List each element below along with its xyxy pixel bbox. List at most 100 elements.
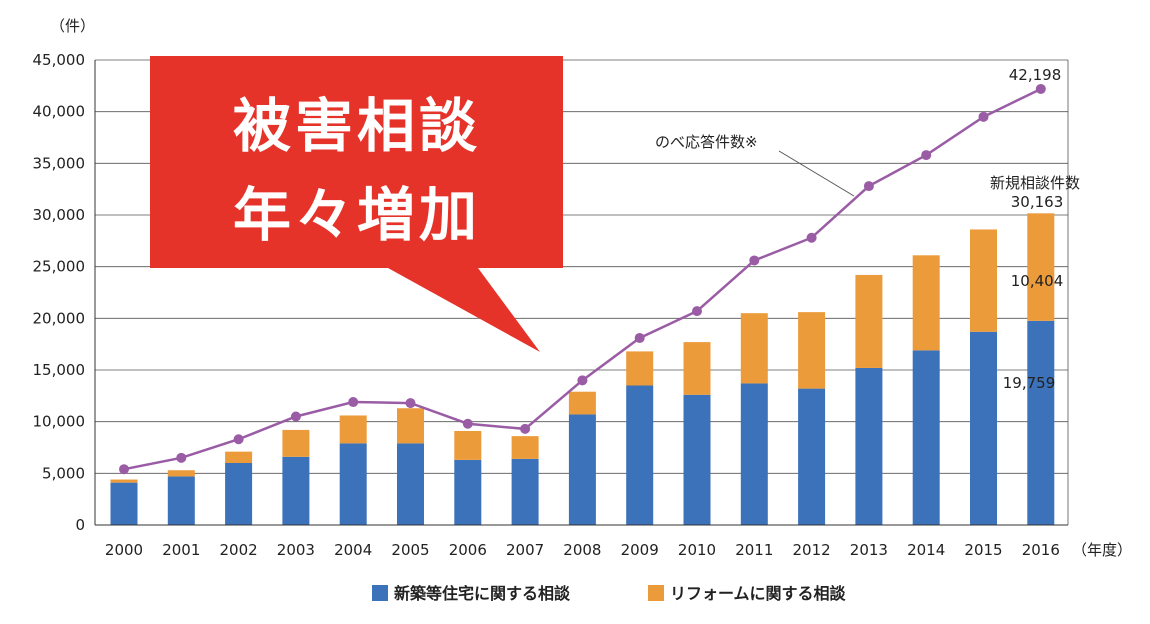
x-tick-label: 2008: [563, 541, 601, 559]
line-series-label: のべ応答件数※: [655, 133, 758, 151]
bar-reform: [626, 351, 654, 386]
bar-new-housing: [339, 443, 367, 525]
x-tick-label: 2009: [621, 541, 659, 559]
axes: 0 5,000 10,000 15,000 20,000 25,000 30,000 35,0…: [33, 51, 1069, 559]
line-point: [462, 418, 473, 429]
line-last-value-label: 42,198: [1009, 66, 1062, 84]
bar-new-housing: [683, 394, 711, 525]
line-point: [634, 332, 645, 343]
bar-reform: [339, 415, 367, 444]
x-tick-label: 2004: [334, 541, 372, 559]
y-tick-label: 40,000: [33, 103, 86, 121]
line-point: [1035, 83, 1046, 94]
legend-label-new-housing: 新築等住宅に関する相談: [394, 584, 571, 603]
x-tick-label: 2012: [793, 541, 831, 559]
callout-bubble: 被害相談 年々増加: [150, 56, 563, 352]
x-tick-label: 2005: [391, 541, 429, 559]
line-point: [176, 452, 187, 463]
x-tick-label: 2015: [964, 541, 1002, 559]
bar-reform: [225, 451, 253, 463]
bar-new-housing: [855, 367, 883, 525]
bar-reform: [683, 342, 711, 395]
x-unit-label: （年度）: [1072, 541, 1132, 559]
bar-new-housing: [798, 388, 826, 525]
total-value-label: 30,163: [1011, 193, 1064, 211]
y-tick-label: 30,000: [33, 206, 86, 224]
bar-new-housing: [167, 476, 195, 525]
line-point: [863, 181, 874, 192]
bar-reform: [167, 470, 195, 477]
x-tick-label: 2014: [907, 541, 945, 559]
line-point: [348, 397, 359, 408]
x-tick-label: 2006: [449, 541, 487, 559]
orange-last-value-label: 10,404: [1011, 272, 1064, 290]
y-tick-label: 10,000: [33, 413, 86, 431]
bar-reform: [110, 479, 138, 483]
y-tick-label: 45,000: [33, 51, 86, 69]
bar-new-housing: [454, 459, 482, 525]
y-tick-label: 35,000: [33, 154, 86, 172]
line-series: [119, 83, 1046, 475]
line-point: [119, 464, 129, 475]
bar-new-housing: [282, 456, 310, 525]
x-tick-label: 2007: [506, 541, 544, 559]
bar-reform: [798, 312, 826, 389]
bar-reform: [740, 313, 768, 384]
blue-last-value-label: 19,759: [1003, 374, 1056, 392]
bar-new-housing: [970, 331, 997, 525]
x-tick-label: 2002: [220, 541, 258, 559]
legend-label-reform: リフォームに関する相談: [670, 584, 847, 603]
line-point: [692, 306, 702, 317]
line-point: [978, 111, 989, 122]
legend-swatch-new-housing: [372, 585, 388, 601]
line-point: [405, 398, 416, 409]
line-point: [921, 150, 932, 161]
x-tick-label: 2001: [162, 541, 200, 559]
bar-new-housing: [397, 443, 424, 525]
x-tick-label: 2000: [105, 541, 143, 559]
x-tick-label: 2011: [735, 541, 773, 559]
bar-reform: [855, 274, 883, 368]
line-point: [806, 232, 817, 243]
x-tick-label: 2013: [850, 541, 888, 559]
callout-line2: 年々増加: [233, 181, 481, 249]
bar-new-housing: [568, 414, 596, 525]
bar-reform: [282, 429, 310, 457]
bar-reform: [454, 430, 482, 460]
y-tick-label: 0: [75, 516, 85, 534]
bar-new-housing: [912, 350, 940, 525]
x-tick-label: 2016: [1022, 541, 1060, 559]
bar-new-housing: [110, 482, 138, 525]
bar-reform: [397, 408, 424, 444]
callout-shape: [150, 56, 563, 352]
bar-new-housing: [511, 458, 539, 525]
bar-new-housing: [1027, 320, 1055, 525]
bar-new-housing: [740, 383, 768, 525]
line-point: [577, 375, 588, 386]
x-tick-label: 2003: [277, 541, 315, 559]
line-label-leader: [778, 150, 855, 197]
bar-new-housing: [626, 385, 654, 525]
bar-reform: [511, 436, 539, 459]
y-tick-label: 20,000: [33, 309, 86, 327]
bar-new-housing: [225, 463, 253, 525]
y-tick-label: 25,000: [33, 258, 86, 276]
bar-reform: [568, 391, 596, 415]
total-series-label: 新規相談件数: [990, 174, 1080, 192]
bars: [110, 213, 1055, 525]
line-point: [233, 434, 244, 445]
bar-reform: [970, 229, 997, 332]
line-point: [520, 423, 531, 434]
line-point: [749, 255, 760, 266]
callout-line1: 被害相談: [233, 92, 481, 160]
y-tick-label: 15,000: [33, 361, 86, 379]
bar-reform: [912, 255, 940, 351]
legend-swatch-reform: [648, 585, 664, 601]
bar-reform: [1027, 213, 1055, 321]
legend: 新築等住宅に関する相談 リフォームに関する相談: [372, 584, 847, 603]
line-point: [290, 411, 301, 422]
y-unit-label: （件）: [50, 17, 95, 35]
x-tick-label: 2010: [678, 541, 716, 559]
